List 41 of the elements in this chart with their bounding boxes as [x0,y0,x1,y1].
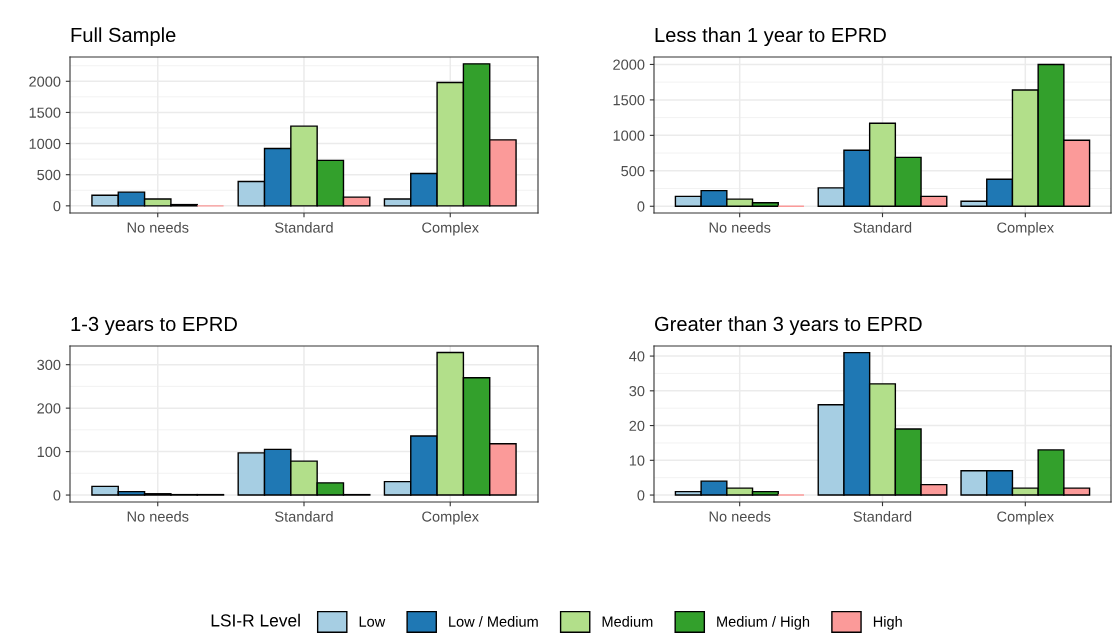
y-tick-label: 300 [37,359,61,371]
x-tick-label: Complex [997,222,1054,236]
y-tick-label: 100 [37,446,61,458]
y-tick-label: 0 [53,490,61,501]
y-tick-label: 2000 [29,76,61,87]
legend-label: Low [359,616,386,627]
chart-title: Full Sample [71,27,176,47]
y-tick-label: 20 [629,420,645,431]
y-tick-label: 0 [637,201,645,212]
y-tick-label: 1500 [29,107,61,118]
x-tick-label: Complex [422,222,479,236]
x-tick-label: Standard [275,222,333,233]
y-tick-label: 1000 [613,130,645,141]
y-tick-label: 1000 [29,138,61,149]
chart-title: Less than 1 year to EPRD [655,27,886,47]
legend-label: Low / Medium [449,616,538,627]
y-tick-label: 0 [637,490,645,501]
x-tick-label: No needs [127,511,189,522]
x-tick-label: No needs [127,222,189,233]
y-tick-label: 200 [37,403,61,414]
y-tick-label: 2000 [613,59,645,70]
y-tick-label: 30 [629,385,645,397]
x-tick-label: Standard [853,222,912,233]
y-tick-label: 500 [621,165,645,177]
chart-title: Greater than 3 years to EPRD [655,316,922,336]
y-tick-label: 500 [37,169,61,181]
legend-label: High [873,616,902,630]
y-tick-label: 10 [629,455,645,466]
x-tick-label: Complex [422,511,479,525]
x-tick-label: No needs [709,511,771,522]
y-tick-label: 40 [629,351,645,362]
chart-title: 1-3 years to EPRD [71,316,237,336]
x-tick-label: Complex [997,511,1054,525]
y-tick-label: 0 [53,200,61,212]
legend-title: LSI-R Level [211,613,300,627]
y-tick-label: 1500 [613,95,645,106]
x-tick-label: Standard [275,511,333,522]
legend-label: Medium / High [717,616,810,630]
x-tick-label: Standard [853,511,912,522]
x-tick-label: No needs [709,222,771,233]
legend-label: Medium [602,616,653,627]
